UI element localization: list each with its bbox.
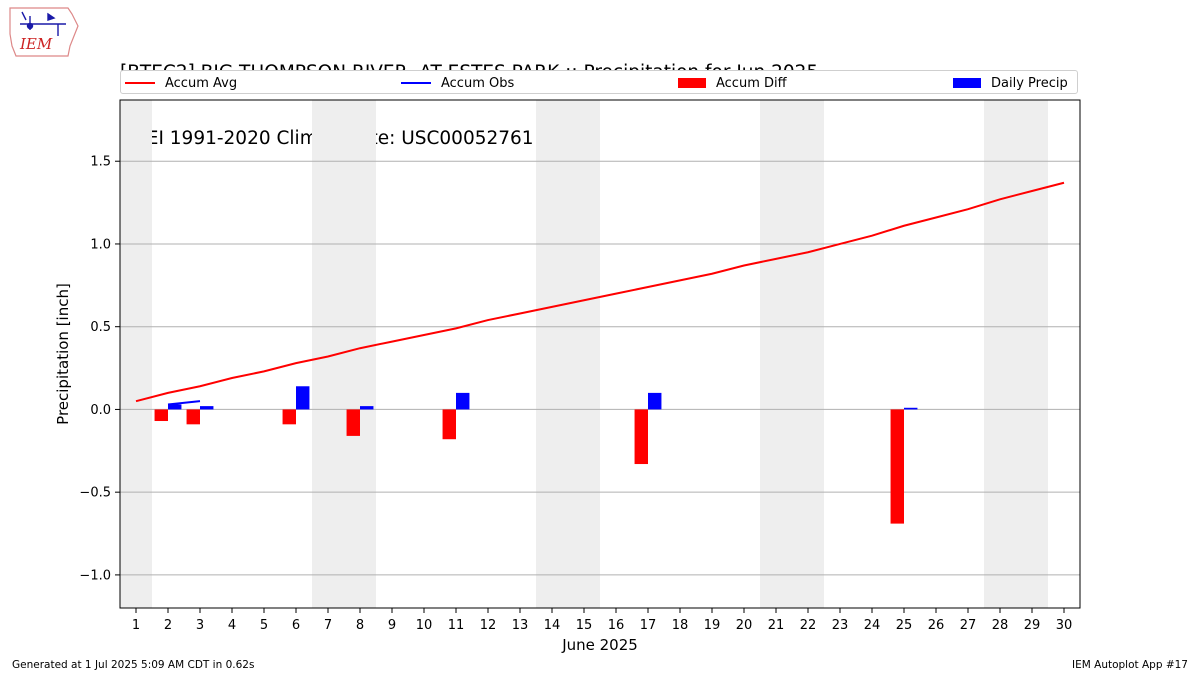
weekend-band-day-29 bbox=[1016, 100, 1048, 608]
daily-precip-bar-day-2 bbox=[168, 404, 182, 410]
accum-obs-line bbox=[167, 400, 201, 406]
weekend-band-day-22 bbox=[792, 100, 824, 608]
weekend-band-day-28 bbox=[984, 100, 1016, 608]
y-tick-label: 0.0 bbox=[90, 403, 111, 418]
weather-station-icon bbox=[20, 11, 66, 36]
x-tick-label: 6 bbox=[292, 618, 300, 633]
x-tick-label: 14 bbox=[544, 618, 561, 633]
y-tick-label: −0.5 bbox=[79, 486, 111, 501]
weekend-band-day-15 bbox=[568, 100, 600, 608]
x-tick-label: 22 bbox=[800, 618, 817, 633]
x-tick-label: 11 bbox=[448, 618, 465, 633]
accum-avg-line bbox=[135, 181, 1065, 403]
legend-accum-diff-swatch bbox=[678, 78, 706, 88]
legend-accum-diff: Accum Diff bbox=[678, 74, 787, 92]
weekend-band-day-21 bbox=[760, 100, 792, 608]
logo-text: IEM bbox=[19, 35, 53, 53]
x-tick-label: 25 bbox=[896, 618, 913, 633]
accum-diff-bar-day-11 bbox=[442, 409, 456, 440]
accum-diff-bar-day-8 bbox=[346, 409, 360, 436]
weekend-band-day-8 bbox=[344, 100, 376, 608]
legend-accum-obs: Accum Obs bbox=[401, 74, 514, 92]
accum-diff-bar-day-3 bbox=[186, 409, 200, 425]
accum-diff-bar-day-25 bbox=[890, 409, 904, 524]
x-axis-title: June 2025 bbox=[561, 636, 638, 654]
weekend-band-day-14 bbox=[536, 100, 568, 608]
daily-precip-bar-day-3 bbox=[200, 406, 214, 410]
x-tick-label: 8 bbox=[356, 618, 364, 633]
daily-precip-bar-day-25 bbox=[904, 407, 918, 410]
daily-precip-bar-day-11 bbox=[456, 392, 470, 410]
daily-precip-bar-day-6 bbox=[296, 386, 310, 410]
legend-accum-obs-swatch bbox=[401, 82, 431, 84]
iem-logo: IEM bbox=[9, 7, 79, 57]
iowa-state-outline-icon bbox=[9, 7, 79, 57]
x-tick-label: 26 bbox=[928, 618, 945, 633]
accum-diff-bar-day-2 bbox=[154, 409, 168, 422]
x-tick-label: 1 bbox=[132, 618, 140, 633]
accum-diff-bar-day-17 bbox=[634, 409, 648, 465]
x-tick-label: 9 bbox=[388, 618, 396, 633]
accum-diff-bar-day-6 bbox=[282, 409, 296, 425]
legend-accum-avg: Accum Avg bbox=[125, 74, 237, 92]
x-tick-label: 29 bbox=[1024, 618, 1041, 633]
legend-daily-precip: Daily Precip bbox=[953, 74, 1068, 92]
legend-daily-precip-swatch bbox=[953, 78, 981, 88]
plot-frame bbox=[119, 99, 1081, 609]
daily-precip-bar-day-8 bbox=[360, 406, 374, 410]
legend-daily-precip-label: Daily Precip bbox=[991, 75, 1068, 91]
footer-generated: Generated at 1 Jul 2025 5:09 AM CDT in 0… bbox=[12, 659, 255, 671]
x-tick-label: 17 bbox=[640, 618, 657, 633]
x-tick-label: 3 bbox=[196, 618, 204, 633]
x-tick-label: 18 bbox=[672, 618, 689, 633]
chart-legend: Accum Avg Accum Obs Accum Diff Daily Pre… bbox=[120, 70, 1078, 94]
y-tick-label: −1.0 bbox=[79, 568, 111, 583]
y-tick-label: 1.0 bbox=[90, 237, 111, 252]
x-tick-label: 5 bbox=[260, 618, 268, 633]
daily-precip-bar-day-17 bbox=[648, 392, 662, 410]
x-tick-label: 2 bbox=[164, 618, 172, 633]
weekend-band-day-1 bbox=[120, 100, 152, 608]
x-tick-label: 10 bbox=[416, 618, 433, 633]
x-tick-label: 16 bbox=[608, 618, 625, 633]
legend-accum-diff-label: Accum Diff bbox=[716, 75, 787, 91]
legend-accum-avg-label: Accum Avg bbox=[165, 75, 238, 91]
x-tick-label: 27 bbox=[960, 618, 977, 633]
x-tick-label: 20 bbox=[736, 618, 753, 633]
x-tick-label: 12 bbox=[480, 618, 497, 633]
y-tick-label: 1.5 bbox=[90, 155, 111, 170]
x-tick-label: 7 bbox=[324, 618, 332, 633]
x-tick-label: 15 bbox=[576, 618, 593, 633]
x-tick-label: 24 bbox=[864, 618, 881, 633]
x-tick-label: 28 bbox=[992, 618, 1009, 633]
x-tick-label: 19 bbox=[704, 618, 721, 633]
x-tick-label: 21 bbox=[768, 618, 785, 633]
legend-accum-obs-label: Accum Obs bbox=[441, 75, 515, 91]
x-tick-label: 30 bbox=[1056, 618, 1073, 633]
y-tick-label: 0.5 bbox=[90, 320, 111, 335]
legend-accum-avg-swatch bbox=[125, 82, 155, 84]
y-axis-title: Precipitation [inch] bbox=[54, 283, 72, 425]
x-tick-label: 23 bbox=[832, 618, 849, 633]
footer-app-id: IEM Autoplot App #17 bbox=[1072, 659, 1188, 671]
x-tick-label: 13 bbox=[512, 618, 529, 633]
x-tick-label: 4 bbox=[228, 618, 236, 633]
